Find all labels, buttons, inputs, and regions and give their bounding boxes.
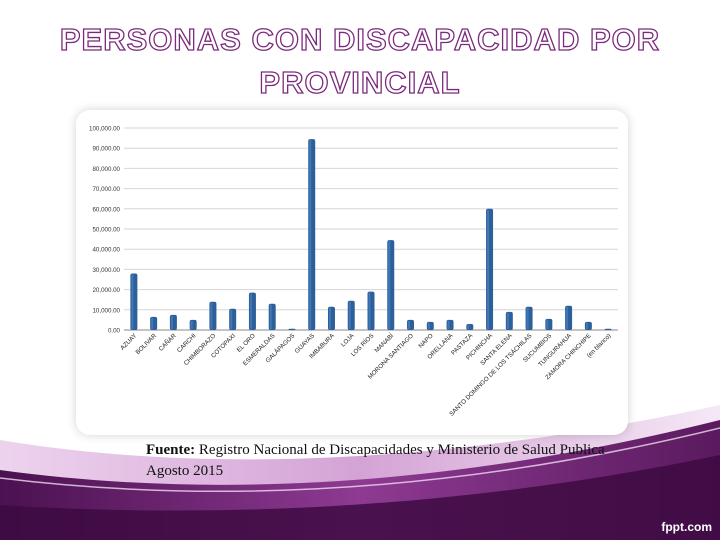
bar-highlight	[388, 241, 391, 329]
y-tick-label: 0.00	[108, 328, 121, 335]
x-tick-label: BOLIVAR	[134, 332, 158, 356]
bar-highlight	[210, 302, 213, 329]
bar-highlight	[348, 301, 351, 329]
bar-highlight	[447, 320, 450, 329]
bar-highlight	[309, 140, 312, 329]
brand-watermark: fppt.com	[661, 520, 712, 534]
bar-highlight	[151, 317, 154, 329]
y-tick-label: 20,000.00	[92, 287, 120, 294]
x-tick-label: NAPO	[417, 332, 434, 349]
bar	[604, 328, 612, 330]
bar-highlight	[487, 209, 490, 329]
source-text: Registro Nacional de Discapacidades y Mi…	[146, 442, 605, 479]
y-tick-label: 10,000.00	[92, 307, 120, 314]
y-tick-label: 100,000.00	[89, 126, 121, 133]
x-tick-label: LOJA	[340, 332, 357, 349]
bar-highlight	[190, 320, 193, 329]
slide-title-line-2: PROVINCIAL	[259, 65, 461, 100]
bar-highlight	[328, 307, 331, 329]
bar-highlight	[506, 312, 509, 329]
bar-highlight	[526, 307, 529, 329]
y-tick-label: 80,000.00	[92, 166, 120, 173]
source-note: Fuente: Registro Nacional de Discapacida…	[146, 440, 626, 482]
bar-highlight	[546, 319, 549, 329]
bar-highlight	[467, 324, 470, 329]
y-tick-label: 60,000.00	[92, 206, 120, 213]
bar-chart: 0.00 10,000.00 20,000.00 30,000.00 40,000.00…	[89, 126, 618, 418]
y-tick-label: 70,000.00	[92, 186, 120, 193]
bar-highlight	[408, 320, 411, 329]
y-tick-label: 30,000.00	[92, 267, 120, 274]
bar-highlight	[566, 306, 569, 329]
y-tick-label: 50,000.00	[92, 227, 120, 234]
bar-highlight	[170, 315, 173, 329]
bar-highlight	[131, 274, 134, 329]
bar-highlight	[427, 322, 430, 329]
y-tick-label: 90,000.00	[92, 146, 120, 153]
bar-highlight	[249, 293, 252, 329]
bar-highlight	[585, 322, 588, 329]
bar-highlight	[269, 304, 272, 329]
bar-highlight	[230, 309, 233, 329]
bar-highlight	[368, 292, 371, 329]
y-tick-label: 40,000.00	[92, 247, 120, 254]
source-label: Fuente:	[146, 442, 196, 458]
bar	[288, 328, 296, 330]
slide-title-line-1: PERSONAS CON DISCAPACIDAD POR	[59, 22, 661, 57]
chart-panel: 0.00 10,000.00 20,000.00 30,000.00 40,000.00…	[76, 110, 628, 435]
